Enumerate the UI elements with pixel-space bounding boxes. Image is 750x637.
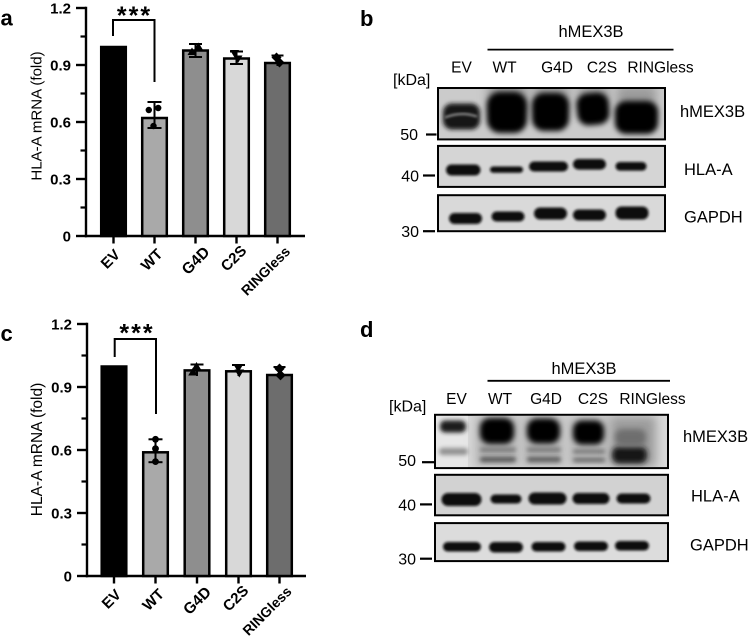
svg-text:C2S: C2S [587, 60, 617, 77]
svg-text:40: 40 [401, 169, 419, 186]
svg-text:WT: WT [492, 60, 517, 77]
svg-text:GAPDH: GAPDH [684, 209, 743, 227]
svg-text:0.3: 0.3 [50, 172, 71, 189]
svg-text:30: 30 [398, 552, 416, 569]
svg-text:[kDa]: [kDa] [393, 72, 430, 89]
svg-text:WT: WT [488, 391, 513, 408]
svg-text:EV: EV [98, 246, 124, 272]
svg-text:G4D: G4D [180, 584, 215, 619]
svg-text:G4D: G4D [541, 60, 573, 77]
svg-text:0.6: 0.6 [51, 443, 72, 460]
svg-text:1.2: 1.2 [50, 1, 71, 18]
svg-text:hMEX3B: hMEX3B [558, 23, 623, 41]
svg-text:hMEX3B: hMEX3B [680, 103, 745, 121]
svg-text:G4D: G4D [530, 391, 562, 408]
svg-text:C2S: C2S [218, 242, 251, 275]
svg-text:c: c [1, 321, 13, 346]
svg-text:RINGless: RINGless [627, 60, 694, 77]
svg-text:G4D: G4D [179, 244, 214, 279]
svg-text:30: 30 [401, 224, 419, 241]
svg-text:***: *** [117, 2, 152, 30]
svg-text:0.6: 0.6 [50, 115, 71, 132]
svg-text:0.3: 0.3 [51, 506, 72, 523]
svg-text:[kDa]: [kDa] [389, 399, 426, 416]
svg-text:RINGless: RINGless [619, 391, 686, 408]
svg-text:0: 0 [63, 229, 71, 246]
svg-text:C2S: C2S [578, 391, 608, 408]
svg-text:HLA-A: HLA-A [691, 488, 740, 506]
svg-text:hMEX3B: hMEX3B [683, 428, 748, 446]
svg-text:a: a [1, 6, 14, 31]
svg-text:HLA-A: HLA-A [684, 161, 733, 179]
svg-text:b: b [360, 6, 373, 31]
svg-text:GAPDH: GAPDH [690, 537, 749, 555]
svg-text:0: 0 [64, 569, 72, 586]
svg-text:***: *** [119, 320, 154, 348]
svg-text:d: d [360, 317, 373, 342]
svg-text:EV: EV [446, 391, 467, 408]
svg-text:50: 50 [398, 453, 416, 470]
svg-text:EV: EV [451, 60, 472, 77]
svg-text:1.2: 1.2 [51, 317, 72, 334]
svg-text:hMEX3B: hMEX3B [551, 360, 616, 378]
svg-text:0.9: 0.9 [50, 58, 71, 75]
svg-text:HLA-A mRNA (fold): HLA-A mRNA (fold) [29, 383, 46, 517]
svg-text:50: 50 [400, 127, 418, 144]
svg-text:HLA-A mRNA (fold): HLA-A mRNA (fold) [29, 51, 46, 180]
svg-text:40: 40 [398, 498, 416, 515]
svg-text:WT: WT [138, 246, 167, 275]
svg-text:C2S: C2S [220, 582, 253, 615]
svg-text:0.9: 0.9 [51, 380, 72, 397]
svg-text:WT: WT [139, 586, 168, 615]
svg-text:EV: EV [99, 586, 125, 612]
